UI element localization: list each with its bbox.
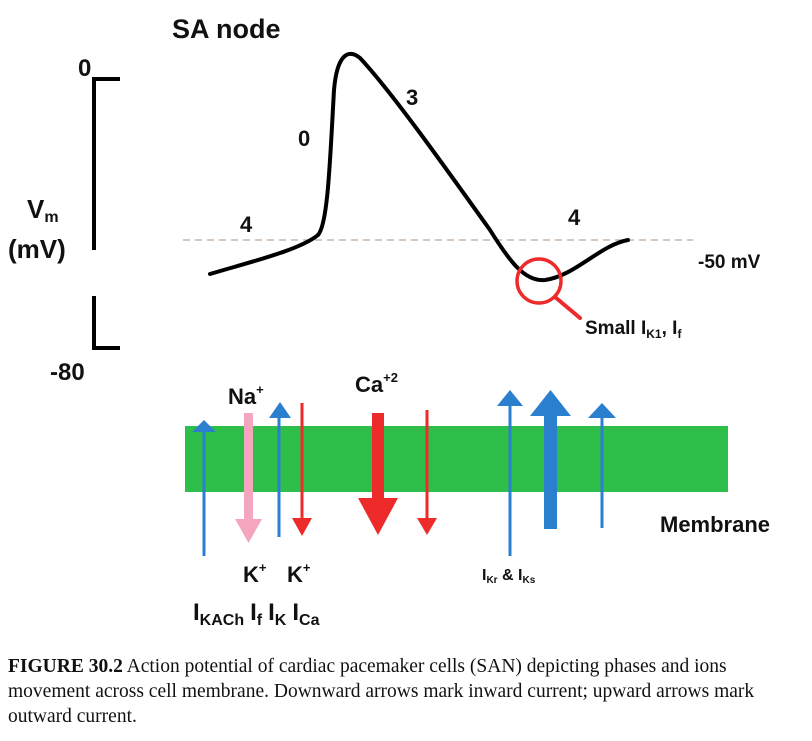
y-axis-label-unit: (mV) (8, 234, 66, 264)
sa-node-figure: SA node 0 -80 Vm (mV) -50 mV 4 0 3 4 Sma… (8, 14, 770, 629)
membrane (185, 426, 728, 492)
membrane-label: Membrane (660, 512, 770, 537)
magnifier-icon (515, 257, 582, 320)
na-inward-arrow (235, 413, 262, 543)
ikr-iks-label: IKr & IKs (482, 567, 536, 586)
iks-outward-arrow-thick (530, 390, 571, 529)
small-currents-label: Small IK1, If (585, 318, 682, 341)
y-axis-top-label: 0 (78, 55, 91, 82)
ikach-arrow (192, 420, 216, 556)
figure-caption-text: Action potential of cardiac pacemaker ce… (8, 656, 755, 727)
y-axis-bottom-label: -80 (50, 359, 85, 386)
ca-inward-arrow (358, 413, 398, 535)
na-ion-label: Na+ (228, 382, 264, 409)
ca-ion-label: Ca+2 (355, 370, 398, 397)
phase-4-right-label: 4 (568, 205, 581, 230)
phase-4-left-label: 4 (240, 212, 253, 237)
k-ion-label-1: K+ (243, 560, 267, 587)
action-potential-curve (208, 51, 630, 283)
y-axis-label-vm: Vm (27, 194, 59, 226)
phase-3-label: 3 (406, 85, 418, 110)
figure-caption-label: FIGURE 30.2 (8, 656, 123, 677)
ikr-outward-arrow (497, 390, 523, 556)
ica-arrow (417, 410, 437, 535)
ik-inward-arrow (292, 403, 312, 536)
phase-0-label: 0 (298, 126, 310, 151)
k-ion-label-2: K+ (287, 560, 311, 587)
figure-caption: FIGURE 30.2 Action potential of cardiac … (8, 654, 808, 729)
y-axis: 0 -80 Vm (mV) (8, 55, 120, 386)
chart-title: SA node (172, 14, 281, 44)
outward-arrow-right (588, 403, 616, 528)
if-arrow (269, 402, 291, 537)
current-labels: IKACh If IK ICa (193, 599, 320, 629)
threshold-label: -50 mV (698, 252, 761, 273)
